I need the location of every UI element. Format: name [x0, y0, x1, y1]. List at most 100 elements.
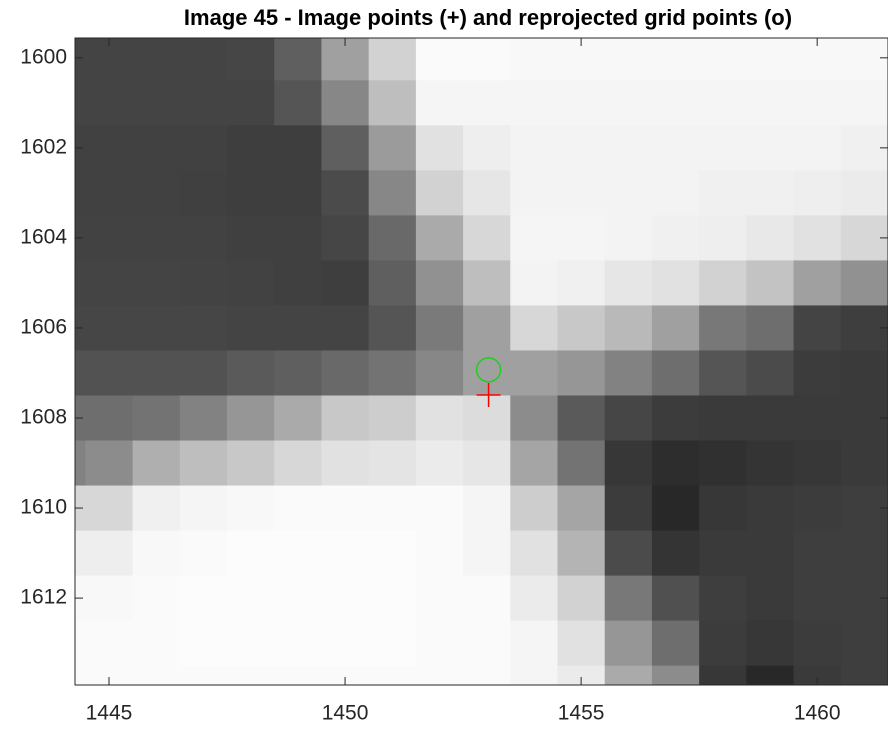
pixel — [651, 665, 700, 685]
pixel — [415, 260, 464, 306]
pixel — [274, 440, 322, 487]
pixel — [840, 350, 888, 396]
pixel — [132, 665, 181, 685]
pixel — [368, 170, 417, 216]
pixel — [746, 440, 795, 487]
pixel — [746, 620, 795, 667]
pixel — [604, 215, 653, 261]
pixel — [179, 620, 228, 667]
image-point — [476, 383, 501, 408]
pixel — [746, 395, 795, 442]
pixel — [604, 620, 653, 667]
pixel — [604, 38, 653, 81]
pixel — [557, 215, 606, 261]
pixel — [415, 125, 464, 171]
pixel — [85, 620, 134, 667]
pixel — [227, 38, 275, 81]
x-tick-label: 1445 — [86, 702, 133, 725]
pixel — [557, 305, 606, 351]
y-tick-label: 1602 — [20, 135, 67, 158]
pixel — [793, 665, 842, 685]
pixel — [557, 125, 606, 171]
pixel — [746, 260, 795, 306]
pixel — [604, 395, 653, 442]
pixel — [415, 440, 464, 487]
pixel — [746, 350, 795, 396]
pixel — [321, 440, 370, 487]
pixel — [651, 215, 700, 261]
pixel — [321, 80, 370, 126]
pixel — [75, 350, 86, 396]
image — [75, 38, 888, 685]
pixel — [651, 575, 700, 622]
pixel — [463, 80, 511, 126]
pixel — [179, 80, 228, 126]
pixel — [274, 350, 322, 396]
pixel — [368, 440, 417, 487]
y-tick-label: 1604 — [20, 225, 67, 248]
pixel — [415, 38, 464, 81]
pixel — [604, 530, 653, 577]
pixel — [463, 38, 511, 81]
pixel — [557, 575, 606, 622]
pixel — [415, 485, 464, 532]
pixel — [85, 665, 134, 685]
pixel — [793, 350, 842, 396]
pixel — [746, 125, 795, 171]
pixel — [793, 125, 842, 171]
pixel — [179, 38, 228, 81]
pixel — [840, 80, 888, 126]
pixel — [85, 440, 134, 487]
pixel — [510, 575, 559, 622]
y-tick-label: 1610 — [20, 496, 67, 519]
pixel — [699, 80, 747, 126]
pixel — [274, 260, 322, 306]
pixel — [840, 260, 888, 306]
pixel — [179, 170, 228, 216]
pixel — [321, 260, 370, 306]
pixel — [604, 350, 653, 396]
pixel — [321, 575, 370, 622]
pixel — [604, 170, 653, 216]
pixel — [746, 170, 795, 216]
pixel — [510, 665, 559, 685]
pixel — [557, 665, 606, 685]
pixel — [699, 665, 747, 685]
pixel — [793, 440, 842, 487]
pixel — [463, 440, 511, 487]
pixel — [179, 260, 228, 306]
pixel — [510, 395, 559, 442]
pixel — [368, 620, 417, 667]
pixel — [75, 170, 86, 216]
pixel — [368, 215, 417, 261]
pixel — [179, 440, 228, 487]
pixel — [557, 395, 606, 442]
pixel — [274, 395, 322, 442]
pixel — [415, 215, 464, 261]
pixel — [699, 305, 747, 351]
pixel — [651, 260, 700, 306]
pixel — [510, 125, 559, 171]
y-tick-label: 1606 — [20, 316, 67, 339]
pixel — [510, 80, 559, 126]
pixel — [510, 305, 559, 351]
pixel — [699, 38, 747, 81]
pixel — [415, 80, 464, 126]
pixel — [840, 38, 888, 81]
pixel — [840, 665, 888, 685]
pixel — [321, 170, 370, 216]
pixel — [179, 215, 228, 261]
pixel — [463, 530, 511, 577]
pixel — [463, 305, 511, 351]
pixel — [746, 305, 795, 351]
pixel — [793, 260, 842, 306]
pixel — [604, 485, 653, 532]
y-tick-label: 1612 — [20, 586, 67, 609]
pixel — [746, 215, 795, 261]
pixel — [699, 575, 747, 622]
pixel — [793, 215, 842, 261]
axes: 1445 1450 1455 1460 1600 1602 1604 1606 1608 1610… — [20, 37, 888, 725]
x-tick-label: 1460 — [794, 702, 841, 725]
